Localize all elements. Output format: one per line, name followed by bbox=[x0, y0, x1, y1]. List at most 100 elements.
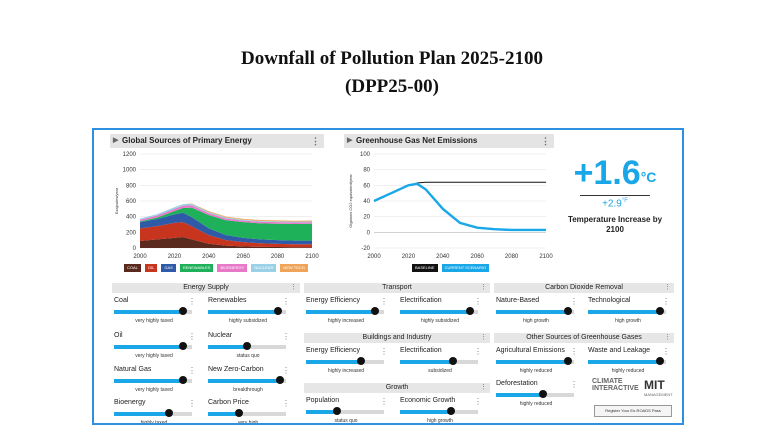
slider-track[interactable] bbox=[496, 357, 574, 365]
more-options-icon[interactable]: ⋮ bbox=[570, 347, 578, 356]
deforestation-slider[interactable]: Deforestation ⋮ highly reduced bbox=[494, 380, 578, 416]
carbon-price-slider[interactable]: Carbon Price ⋮ very high bbox=[206, 399, 290, 423]
emissions-chart-header[interactable]: ▶ Greenhouse Gas Net Emissions ⋮ bbox=[344, 134, 554, 148]
slider-thumb[interactable] bbox=[178, 342, 187, 350]
more-options-icon[interactable]: ⋮ bbox=[474, 397, 482, 406]
slider-track[interactable] bbox=[208, 409, 286, 417]
slider-thumb[interactable] bbox=[178, 307, 187, 315]
legend-item-gas[interactable]: GAS bbox=[161, 264, 176, 272]
slider-track[interactable] bbox=[114, 376, 192, 384]
slider-thumb[interactable] bbox=[235, 409, 244, 417]
technological-slider[interactable]: Technological ⋮ high growth bbox=[586, 297, 670, 333]
oil-slider[interactable]: Oil ⋮ very highly taxed bbox=[112, 332, 196, 368]
slider-thumb[interactable] bbox=[178, 376, 187, 384]
slider-thumb[interactable] bbox=[563, 307, 572, 315]
slider-thumb[interactable] bbox=[466, 307, 475, 315]
transport-electrification-slider[interactable]: Electrification ⋮ highly subsidized bbox=[398, 297, 482, 333]
more-options-icon[interactable]: ⋮ bbox=[290, 284, 297, 291]
more-options-icon[interactable]: ⋮ bbox=[480, 334, 487, 341]
slider-track[interactable] bbox=[400, 407, 478, 415]
transport-efficiency-slider[interactable]: Energy Efficiency ⋮ highly increased bbox=[304, 297, 388, 333]
slider-thumb[interactable] bbox=[538, 390, 547, 398]
energy-chart-header[interactable]: ▶ Global Sources of Primary Energy ⋮ bbox=[110, 134, 324, 148]
divider bbox=[580, 195, 650, 196]
more-options-icon[interactable]: ⋮ bbox=[282, 332, 290, 341]
bioenergy-slider[interactable]: Bioenergy ⋮ highly taxed bbox=[112, 399, 196, 423]
slider-thumb[interactable] bbox=[274, 307, 283, 315]
slider-thumb[interactable] bbox=[275, 376, 284, 384]
slider-track[interactable] bbox=[208, 342, 286, 350]
legend-item-renewables[interactable]: RENEWABLES bbox=[179, 264, 214, 272]
population-slider[interactable]: Population ⋮ status quo bbox=[304, 397, 388, 423]
more-options-icon[interactable]: ⋮ bbox=[480, 284, 487, 291]
expand-arrow-icon[interactable]: ▶ bbox=[113, 137, 119, 144]
more-options-icon[interactable]: ⋮ bbox=[662, 347, 670, 356]
slider-thumb[interactable] bbox=[356, 357, 365, 365]
slider-thumb[interactable] bbox=[655, 307, 664, 315]
slider-track[interactable] bbox=[114, 307, 192, 315]
more-options-icon[interactable]: ⋮ bbox=[664, 334, 671, 341]
more-options-icon[interactable]: ⋮ bbox=[188, 332, 196, 341]
more-options-icon[interactable]: ⋮ bbox=[570, 297, 578, 306]
economic-growth-slider[interactable]: Economic Growth ⋮ high growth bbox=[398, 397, 482, 423]
renewables-slider[interactable]: Renewables ⋮ highly subsidized bbox=[206, 297, 290, 333]
more-options-icon[interactable]: ⋮ bbox=[474, 297, 482, 306]
more-options-icon[interactable]: ⋮ bbox=[282, 366, 290, 375]
legend-item-baseline[interactable]: BASELINE bbox=[412, 264, 438, 272]
slider-track[interactable] bbox=[114, 409, 192, 417]
slider-thumb[interactable] bbox=[449, 357, 458, 365]
more-options-icon[interactable]: ⋮ bbox=[282, 297, 290, 306]
expand-arrow-icon[interactable]: ▶ bbox=[347, 137, 353, 144]
slider-thumb[interactable] bbox=[563, 357, 572, 365]
more-options-icon[interactable]: ⋮ bbox=[380, 397, 388, 406]
more-options-icon[interactable]: ⋮ bbox=[474, 347, 482, 356]
slider-thumb[interactable] bbox=[164, 409, 173, 417]
building-electrification-slider[interactable]: Electrification ⋮ subsidized bbox=[398, 347, 482, 383]
new-zero-carbon-slider[interactable]: New Zero-Carbon ⋮ breakthrough bbox=[206, 366, 290, 402]
legend-item-coal[interactable]: COAL bbox=[124, 264, 141, 272]
agricultural-emissions-slider[interactable]: Agricultural Emissions ⋮ highly reduced bbox=[494, 347, 578, 383]
building-efficiency-slider[interactable]: Energy Efficiency ⋮ highly increased bbox=[304, 347, 388, 383]
more-options-icon[interactable]: ⋮ bbox=[188, 297, 196, 306]
slider-track[interactable] bbox=[400, 357, 478, 365]
more-options-icon[interactable]: ⋮ bbox=[380, 347, 388, 356]
more-options-icon[interactable]: ⋮ bbox=[662, 297, 670, 306]
slider-track[interactable] bbox=[496, 307, 574, 315]
nature-based-slider[interactable]: Nature-Based ⋮ high growth bbox=[494, 297, 578, 333]
legend-item-new-tech[interactable]: NEW TECH bbox=[280, 264, 308, 272]
slider-thumb[interactable] bbox=[370, 307, 379, 315]
natural-gas-slider[interactable]: Natural Gas ⋮ very highly taxed bbox=[112, 366, 196, 402]
more-options-icon[interactable]: ⋮ bbox=[188, 399, 196, 408]
more-options-icon[interactable]: ⋮ bbox=[282, 399, 290, 408]
slider-thumb[interactable] bbox=[446, 407, 455, 415]
legend-item-oil[interactable]: OIL bbox=[144, 264, 158, 272]
slider-thumb[interactable] bbox=[655, 357, 664, 365]
slider-thumb[interactable] bbox=[333, 407, 342, 415]
slider-track[interactable] bbox=[306, 307, 384, 315]
slider-label: Oil bbox=[114, 332, 123, 339]
more-options-icon[interactable]: ⋮ bbox=[188, 366, 196, 375]
more-options-icon[interactable]: ⋮ bbox=[664, 284, 671, 291]
slider-track[interactable] bbox=[588, 307, 666, 315]
more-options-icon[interactable]: ⋮ bbox=[380, 297, 388, 306]
more-options-icon[interactable]: ⋮ bbox=[311, 136, 320, 146]
slider-track[interactable] bbox=[208, 376, 286, 384]
more-options-icon[interactable]: ⋮ bbox=[480, 384, 487, 391]
slider-track[interactable] bbox=[588, 357, 666, 365]
register-button[interactable]: Register Your En-ROADS Pass bbox=[594, 405, 672, 417]
legend-item-nuclear[interactable]: NUCLEAR bbox=[251, 264, 277, 272]
slider-thumb[interactable] bbox=[243, 342, 251, 350]
legend-item-bioenergy[interactable]: BIOENERGY bbox=[217, 264, 248, 272]
slider-track[interactable] bbox=[208, 307, 286, 315]
slider-track[interactable] bbox=[496, 390, 574, 398]
slider-track[interactable] bbox=[400, 307, 478, 315]
slider-track[interactable] bbox=[114, 342, 192, 350]
more-options-icon[interactable]: ⋮ bbox=[541, 136, 550, 146]
waste-leakage-slider[interactable]: Waste and Leakage ⋮ highly reduced bbox=[586, 347, 670, 383]
nuclear-slider[interactable]: Nuclear ⋮ status quo bbox=[206, 332, 290, 368]
coal-slider[interactable]: Coal ⋮ very highly taxed bbox=[112, 297, 196, 333]
legend-item-current-scenario[interactable]: CURRENT SCENARIO bbox=[441, 264, 490, 272]
slider-track[interactable] bbox=[306, 407, 384, 415]
more-options-icon[interactable]: ⋮ bbox=[570, 380, 578, 389]
slider-track[interactable] bbox=[306, 357, 384, 365]
